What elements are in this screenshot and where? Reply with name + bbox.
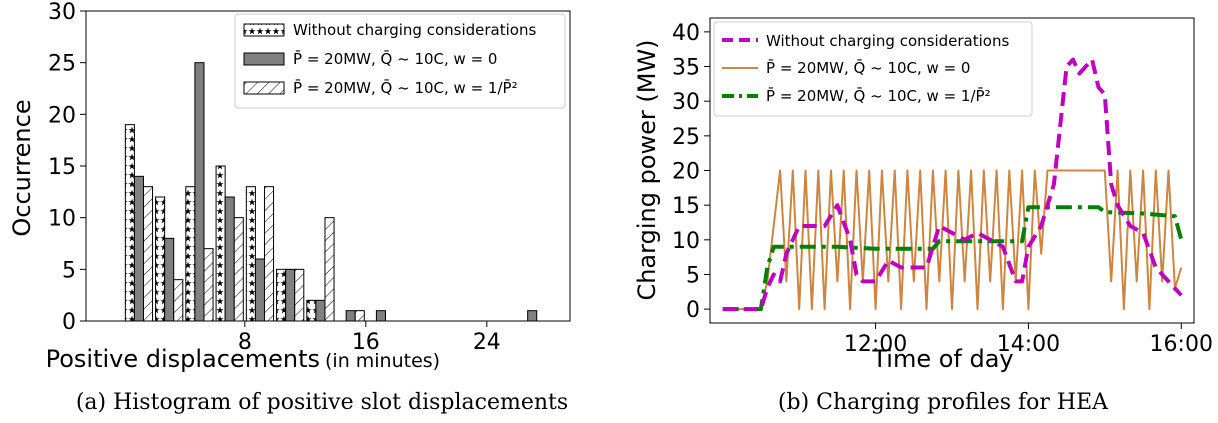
bar-gray-17 [375,310,386,322]
bar-gray-13 [315,299,326,322]
line-y-tick-label: 15 [672,194,700,219]
bar-stars-13 [306,299,317,322]
legend-swatch-stars [243,23,285,37]
histogram-x-tick-label: 24 [473,330,501,355]
bar-gray-15 [345,310,356,322]
bar-hatch-13 [324,217,335,322]
histogram-x-axis-label: Positive displacements [46,345,320,373]
line-legend-label-2: P̄ = 20MW, Q̄ ~ 10C, w = 1/P̄² [766,86,991,105]
line-y-tick-label: 25 [672,125,700,150]
histogram-y-tick-label: 25 [48,52,76,77]
histogram-legend-frame [234,13,566,109]
line-legend-label-0: Without charging considerations [766,32,1009,50]
series-line-dashdot [722,205,1184,312]
histogram-y-axis-label: Occurrence [8,99,36,236]
line-legend-label-1: P̄ = 20MW, Q̄ ~ 10C, w = 0 [766,58,970,77]
line-x-tick-label: 12:00 [844,332,907,357]
legend-swatch-hatch [243,81,285,95]
histogram-legend: Without charging considerations P̄ = 20M… [234,13,566,109]
histogram-y-tick-label: 30 [48,0,76,25]
histogram-y-tick-label: 0 [62,310,76,335]
line-y-axis-label: Charging power (MW) [633,39,661,300]
bar-gray-9 [254,258,265,322]
bar-hatch-9 [263,186,275,322]
histogram-x-tick-label: 8 [238,330,252,355]
bar-hatch-15 [354,310,365,322]
bar-gray-5 [194,62,205,322]
histogram-caption: (a) Histogram of positive slot displacem… [76,390,568,415]
bar-stars-11 [276,268,287,322]
bar-gray-3 [164,237,175,322]
line-y-tick-label: 0 [686,298,700,323]
line-chart: 0 5 10 15 20 25 30 35 40 12:00 14:00 16:00 Chargin… [633,17,1213,415]
histogram-y-tick-label: 10 [48,207,76,232]
line-y-tick-label: 10 [672,229,700,254]
line-y-tick-label: 40 [672,21,700,46]
line-legend: Without charging considerations P̄ = 20M… [713,21,1033,117]
line-y-tick-label: 30 [672,90,700,115]
histogram-legend-label-2: P̄ = 20MW, Q̄ ~ 10C, w = 1/P̄² [293,78,518,97]
line-y-tick-label: 5 [686,263,700,288]
bar-gray-27 [527,310,538,322]
bar-stars-3 [155,196,166,322]
histogram-y-tick-label: 5 [62,258,76,283]
bar-hatch-11 [294,268,305,322]
bar-stars-9 [245,186,256,322]
histogram-y-tick-label: 15 [48,155,76,180]
line-x-tick-label: 14:00 [997,332,1060,357]
bar-stars-1 [124,124,135,322]
bar-stars-7 [215,165,226,322]
line-y-tick-label: 20 [672,160,700,185]
histogram-x-tick-label: 16 [352,330,380,355]
histogram-x-axis-unit: (in minutes) [325,350,440,372]
line-caption: (b) Charging profiles for HEA [778,390,1109,415]
bar-gray-7 [224,196,235,322]
series-line-solid [722,169,1183,311]
bar-gray-11 [285,268,296,322]
histogram-chart: 0 5 10 15 20 25 30 8 16 24 Occurrence Positive d… [8,0,571,415]
bar-hatch-7 [233,217,244,322]
histogram-legend-label-0: Without charging considerations [293,21,536,39]
line-y-tick-label: 35 [672,56,700,81]
bar-hatch-3 [173,279,184,322]
line-x-axis-label: Time of day [871,345,1013,373]
bar-gray-1 [133,175,144,322]
histogram-legend-label-1: P̄ = 20MW, Q̄ ~ 10C, w = 0 [293,49,497,68]
bar-hatch-5 [203,248,214,322]
line-legend-frame [713,21,1033,117]
line-x-tick-label: 16:00 [1150,332,1213,357]
histogram-y-tick-label: 20 [48,103,76,128]
bar-hatch-1 [142,186,154,322]
bar-stars-5 [185,186,196,322]
legend-swatch-gray [243,52,285,66]
